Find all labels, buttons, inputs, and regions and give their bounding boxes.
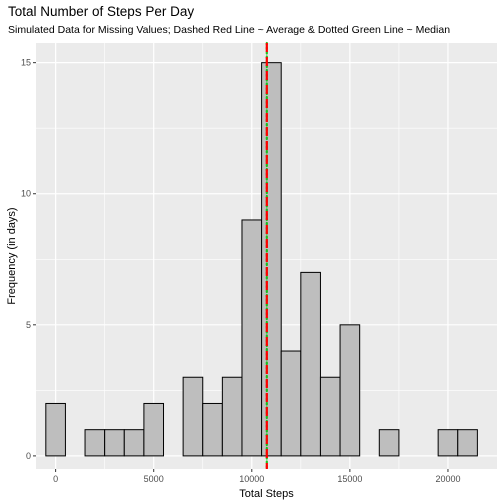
x-tick-label: 5000 — [144, 474, 164, 484]
chart-title: Total Number of Steps Per Day — [8, 4, 195, 19]
y-axis-ticks: 0 5 10 15 — [21, 58, 36, 461]
histogram-bar — [123, 429, 145, 457]
x-axis-title: Total Steps — [239, 488, 294, 500]
histogram-bar — [339, 324, 361, 457]
histogram-bar — [261, 62, 282, 457]
y-tick-label: 0 — [26, 451, 31, 461]
x-tick-label: 20000 — [435, 474, 460, 484]
y-axis-title: Frequency (in days) — [6, 207, 18, 304]
histogram-bar — [84, 429, 106, 457]
histogram-bar — [241, 219, 263, 457]
chart-subtitle: Simulated Data for Missing Values; Dashe… — [8, 24, 451, 36]
y-tick-label: 15 — [21, 58, 31, 68]
histogram-bar — [45, 402, 66, 457]
x-tick-label: 0 — [53, 474, 58, 484]
histogram-bar — [319, 376, 341, 457]
histogram-bar — [143, 402, 165, 457]
histogram-bar — [437, 429, 459, 457]
histogram-bar — [104, 429, 125, 457]
histogram-bar — [300, 271, 321, 457]
histogram-bar — [182, 376, 204, 457]
x-tick-label: 15000 — [337, 474, 362, 484]
histogram-bar — [221, 376, 243, 457]
histogram-bar — [378, 429, 400, 457]
histogram-bar — [457, 429, 478, 457]
x-axis-ticks: 0 5000 10000 15000 20000 — [53, 469, 460, 484]
histogram-bar — [280, 350, 302, 457]
x-tick-label: 10000 — [239, 474, 264, 484]
y-tick-label: 5 — [26, 320, 31, 330]
histogram-bar — [202, 402, 223, 457]
y-tick-label: 10 — [21, 189, 31, 199]
